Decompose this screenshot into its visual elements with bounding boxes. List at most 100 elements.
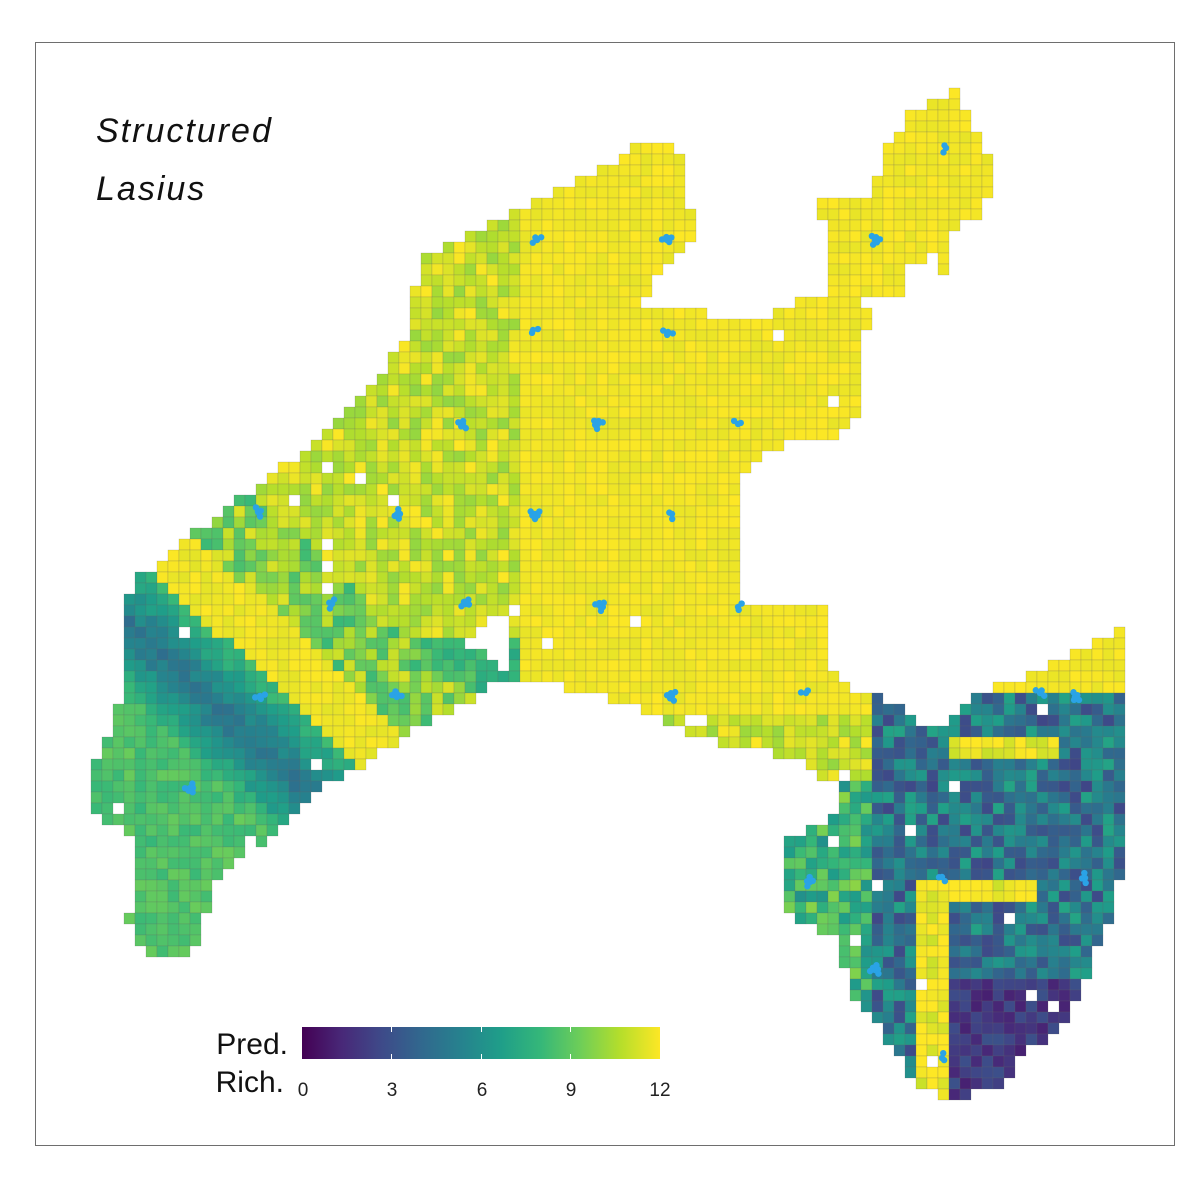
grid-cell: [1047, 868, 1060, 881]
grid-cell: [167, 725, 180, 738]
grid-cell: [244, 560, 257, 573]
grid-cell: [629, 285, 642, 298]
grid-cell: [563, 593, 576, 606]
grid-cell: [904, 1066, 917, 1079]
grid-cell: [1080, 791, 1093, 804]
grid-cell: [607, 626, 620, 639]
grid-cell: [871, 1011, 884, 1024]
grid-cell: [376, 648, 389, 661]
grid-cell: [134, 593, 147, 606]
grid-cell: [640, 692, 653, 705]
grid-cell: [508, 582, 521, 595]
grid-cell: [486, 560, 499, 573]
observation-point: [251, 694, 259, 701]
grid-cell: [849, 780, 862, 793]
grid-cell: [376, 494, 389, 507]
grid-cell: [959, 725, 972, 738]
grid-cell: [926, 736, 939, 749]
grid-cell: [1003, 758, 1016, 771]
grid-cell: [376, 571, 389, 584]
grid-cell: [882, 252, 895, 265]
grid-cell: [442, 560, 455, 573]
grid-cell: [970, 164, 983, 177]
grid-cell: [959, 153, 972, 166]
grid-cell: [552, 615, 565, 628]
grid-cell: [398, 428, 411, 441]
grid-cell: [585, 186, 598, 199]
grid-cell: [189, 670, 202, 683]
grid-cell: [1069, 758, 1082, 771]
grid-cell: [607, 197, 620, 210]
grid-cell: [662, 362, 675, 375]
grid-cell: [497, 340, 510, 353]
grid-cell: [640, 428, 653, 441]
grid-cell: [365, 417, 378, 430]
observation-point: [738, 600, 745, 607]
grid-cell: [211, 802, 224, 815]
grid-cell: [761, 439, 774, 452]
grid-cell: [497, 604, 510, 617]
grid-cell: [838, 879, 851, 892]
grid-cell: [354, 516, 367, 529]
grid-cell: [860, 912, 873, 925]
grid-cell: [277, 791, 290, 804]
grid-cell: [728, 648, 741, 661]
grid-cell: [233, 604, 246, 617]
grid-cell: [662, 417, 675, 430]
grid-cell: [1036, 912, 1049, 925]
grid-cell: [178, 912, 191, 925]
grid-cell: [233, 648, 246, 661]
grid-cell: [882, 175, 895, 188]
grid-cell: [618, 307, 631, 320]
grid-cell: [618, 219, 631, 232]
grid-cell: [420, 472, 433, 485]
grid-cell: [541, 406, 554, 419]
grid-cell: [288, 802, 301, 815]
grid-cell: [783, 604, 796, 617]
grid-cell: [695, 626, 708, 639]
grid-cell: [838, 692, 851, 705]
grid-cell: [453, 274, 466, 287]
grid-cell: [189, 934, 202, 947]
grid-cell: [167, 604, 180, 617]
grid-cell: [464, 450, 477, 463]
grid-cell: [827, 219, 840, 232]
grid-cell: [244, 670, 257, 683]
grid-cell: [332, 494, 345, 507]
grid-cell: [486, 373, 499, 386]
grid-cell: [178, 637, 191, 650]
grid-cell: [563, 329, 576, 342]
grid-cell: [970, 846, 983, 859]
grid-cell: [750, 384, 763, 397]
grid-cell: [321, 472, 334, 485]
grid-cell: [486, 329, 499, 342]
grid-cell: [1003, 736, 1016, 749]
grid-cell: [552, 428, 565, 441]
grid-cell: [167, 615, 180, 628]
grid-cell: [464, 494, 477, 507]
grid-cell: [684, 692, 697, 705]
grid-cell: [321, 692, 334, 705]
grid-cell: [871, 197, 884, 210]
grid-cell: [1047, 714, 1060, 727]
grid-cell: [673, 373, 686, 386]
grid-cell: [1047, 967, 1060, 980]
grid-cell: [882, 274, 895, 287]
grid-cell: [684, 230, 697, 243]
grid-cell: [211, 604, 224, 617]
grid-cell: [607, 549, 620, 562]
grid-cell: [1058, 780, 1071, 793]
grid-cell: [651, 681, 664, 694]
grid-cell: [772, 725, 785, 738]
grid-cell: [959, 1033, 972, 1046]
grid-cell: [1091, 846, 1104, 859]
grid-cell: [618, 483, 631, 496]
grid-cell: [233, 659, 246, 672]
grid-cell: [673, 384, 686, 397]
grid-cell: [717, 703, 730, 716]
grid-cell: [981, 1000, 994, 1013]
grid-cell: [310, 582, 323, 595]
grid-cell: [464, 395, 477, 408]
grid-cell: [816, 725, 829, 738]
grid-cell: [838, 725, 851, 738]
